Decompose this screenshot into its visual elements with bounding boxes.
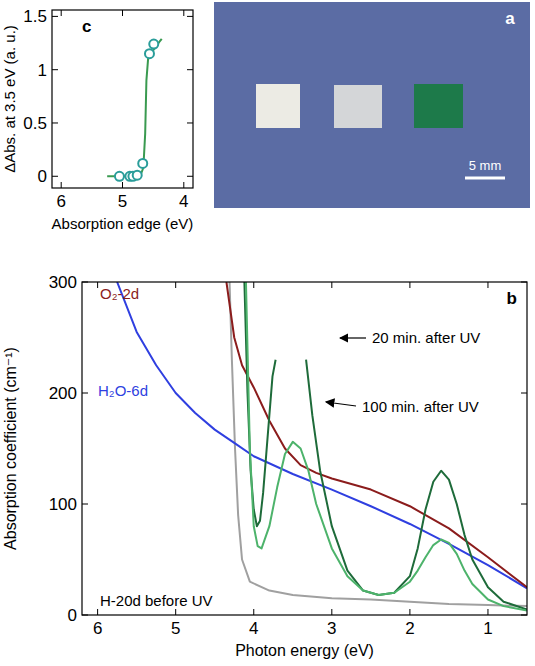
series-label: 100 min. after UV xyxy=(362,398,479,415)
x-tick-label: 6 xyxy=(93,619,102,638)
plot-frame xyxy=(82,282,527,615)
scatter-point xyxy=(149,40,158,49)
y-tick-label: 0 xyxy=(38,167,47,186)
x-tick-top xyxy=(253,282,254,288)
scale-bar-label: 5 mm xyxy=(469,158,502,173)
x-tick xyxy=(253,609,254,615)
plot-data xyxy=(107,39,162,181)
y-axis-title: Absorption coefficient (cm⁻¹) xyxy=(2,347,19,550)
panel-b: 6 5 4 3 2 1 0 100 200 300 Photon energy (eV) Absorp… xyxy=(2,273,527,659)
y-tick-right xyxy=(187,176,193,177)
scatter-point xyxy=(115,172,124,181)
series-label: H-20d before UV xyxy=(100,592,213,609)
y-tick-label: 0 xyxy=(68,606,77,625)
x-tick-top xyxy=(97,282,98,288)
figure: 6 5 4 0 0.5 1 1.5 Absorption edge (eV) ΔAbs. at … xyxy=(0,0,535,666)
x-tick-label: 2 xyxy=(405,619,414,638)
y-tick-label: 1.5 xyxy=(23,7,47,26)
x-tick-top xyxy=(183,10,184,16)
y-tick-label: 1 xyxy=(38,61,47,80)
series-line xyxy=(244,282,527,609)
x-tick xyxy=(331,609,332,615)
y-tick xyxy=(52,122,58,123)
x-tick xyxy=(175,609,176,615)
y-tick-right xyxy=(187,122,193,123)
y-tick-right xyxy=(521,393,527,394)
y-tick xyxy=(52,16,58,17)
y-axis-title: ΔAbs. at 3.5 eV (a. u.) xyxy=(1,25,18,173)
series-label: 20 min. after UV xyxy=(372,329,480,346)
sample-green xyxy=(414,84,463,128)
panel-letter: b xyxy=(507,289,517,308)
y-tick-right xyxy=(187,69,193,70)
series-line xyxy=(226,282,527,587)
y-tick-label: 200 xyxy=(49,384,77,403)
plot-frame xyxy=(52,10,193,188)
x-tick-label: 5 xyxy=(171,619,180,638)
scatter-point xyxy=(133,171,142,180)
series-label: H₂O-6d xyxy=(98,382,148,399)
x-axis-title: Absorption edge (eV) xyxy=(52,215,194,232)
photo-background xyxy=(214,2,530,208)
sample-white xyxy=(256,84,300,128)
x-axis-title: Photon energy (eV) xyxy=(235,642,374,659)
y-tick-label: 300 xyxy=(49,273,77,292)
panel-letter: c xyxy=(82,17,91,36)
plot-data xyxy=(117,282,527,611)
x-tick-label: 1 xyxy=(483,619,492,638)
y-tick xyxy=(82,393,88,394)
x-tick xyxy=(61,182,62,188)
sample-gray xyxy=(334,85,382,128)
x-tick-top xyxy=(331,282,332,288)
x-tick-top xyxy=(122,10,123,16)
x-tick xyxy=(409,609,410,615)
scatter-point xyxy=(145,49,154,58)
y-tick-label: 100 xyxy=(49,495,77,514)
label-arrow xyxy=(340,337,366,338)
x-tick-top xyxy=(409,282,410,288)
x-tick-label: 5 xyxy=(118,192,127,211)
panel-c: 6 5 4 0 0.5 1 1.5 Absorption edge (eV) ΔAbs. at … xyxy=(1,7,193,232)
x-tick-label: 4 xyxy=(179,192,188,211)
x-tick xyxy=(122,182,123,188)
series-line xyxy=(107,39,162,177)
y-tick xyxy=(52,176,58,177)
scatter-point xyxy=(138,159,147,168)
scale-bar xyxy=(465,177,505,180)
y-tick-right xyxy=(521,504,527,505)
x-tick-top xyxy=(487,282,488,288)
panel-letter: a xyxy=(505,9,515,28)
x-tick xyxy=(97,609,98,615)
x-tick-label: 6 xyxy=(56,192,65,211)
series-label: O₂-2d xyxy=(100,285,139,302)
y-tick-right xyxy=(187,16,193,17)
y-tick-label: 0.5 xyxy=(23,114,47,133)
x-tick-top xyxy=(175,282,176,288)
photo-panel: a 5 mm xyxy=(214,2,530,208)
y-tick xyxy=(82,504,88,505)
y-tick xyxy=(52,69,58,70)
x-tick-top xyxy=(61,10,62,16)
x-tick xyxy=(487,609,488,615)
series-line xyxy=(117,282,527,588)
x-tick-label: 4 xyxy=(249,619,258,638)
series-line xyxy=(246,282,527,611)
x-tick-label: 3 xyxy=(327,619,336,638)
series-line xyxy=(230,282,527,606)
label-arrow xyxy=(326,402,356,406)
x-tick xyxy=(183,182,184,188)
